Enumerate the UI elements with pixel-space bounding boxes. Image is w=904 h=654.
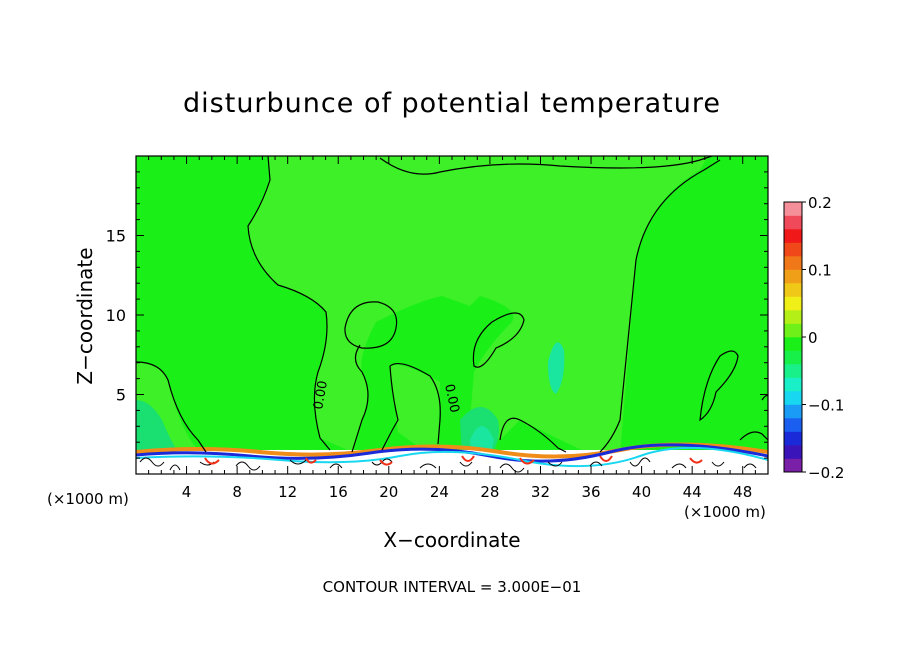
contour-line	[499, 417, 567, 453]
surface-layer-top	[136, 446, 768, 468]
x-tick-label: 4	[182, 483, 192, 501]
x-tick-label: 20	[379, 483, 398, 501]
colorbar-swatch	[784, 458, 802, 473]
surface-eddies	[139, 457, 757, 473]
colorbar-swatch	[784, 418, 802, 432]
colorbar-swatch	[784, 269, 802, 284]
x-tick-label: 48	[733, 483, 752, 501]
positive-region	[390, 364, 440, 448]
contour-line	[472, 312, 525, 368]
contour-label: 0.00	[441, 383, 462, 414]
chart-title: disturbunce of potential temperature	[183, 88, 721, 119]
contour-line	[351, 344, 369, 453]
contour-line	[739, 431, 768, 441]
colorbar-swatch	[784, 431, 802, 446]
x-tick-label: 8	[232, 483, 242, 501]
colorbar-swatch	[784, 404, 802, 419]
footer-contour-interval: CONTOUR INTERVAL = 3.000E−01	[323, 578, 582, 596]
contour-line	[599, 159, 721, 453]
colorbar-label: 0.2	[808, 194, 832, 212]
y-tick-label: 15	[106, 227, 126, 246]
y-tick-label: 5	[116, 386, 126, 405]
contour-line	[379, 156, 713, 175]
contour-line	[136, 361, 207, 453]
x-tick-label: 40	[632, 483, 651, 501]
colorbar-swatch	[784, 364, 802, 378]
x-axis: 4 8 12 16 20 24 28 32 36 40 44 48	[148, 156, 756, 501]
surface-layer-top	[136, 443, 768, 463]
x-tick-label: 28	[480, 483, 499, 501]
colorbar-swatch	[784, 242, 802, 257]
contour-line	[344, 301, 398, 349]
x-tick-label: 24	[430, 483, 449, 501]
colorbar-label: −0.1	[808, 397, 844, 415]
colorbar: 0.2 0.1 0 −0.1 −0.2	[783, 194, 844, 482]
contour-line	[247, 156, 331, 451]
colorbar-swatch	[784, 445, 802, 459]
x-axis-label: X−coordinate	[383, 528, 520, 552]
x-tick-label: 44	[683, 483, 702, 501]
y-tick-label: 10	[106, 306, 126, 325]
colorbar-swatch	[784, 283, 802, 297]
negative-patch	[548, 342, 565, 394]
colorbar-swatch	[784, 337, 802, 351]
contour-line	[381, 365, 399, 451]
y-axis-label: Z−coordinate	[73, 247, 97, 384]
colorbar-label: 0	[808, 329, 818, 347]
colorbar-swatch	[784, 296, 802, 311]
negative-patch	[136, 400, 180, 455]
x-unit-right: (×1000 m)	[684, 503, 766, 521]
colorbar-swatch	[784, 256, 802, 270]
colorbar-swatch	[784, 202, 802, 216]
colorbar-swatch	[784, 229, 802, 243]
colorbar-swatch	[784, 391, 802, 405]
contour-label: 0.00	[311, 380, 331, 411]
colorbar-label: 0.1	[808, 262, 832, 280]
x-tick-label: 12	[278, 483, 297, 501]
x-tick-label: 16	[329, 483, 348, 501]
y-axis: 5 10 15	[106, 171, 768, 459]
positive-region	[248, 156, 708, 455]
x-tick-label: 32	[531, 483, 550, 501]
colorbar-swatch	[784, 310, 802, 324]
x-unit-left: (×1000 m)	[47, 490, 129, 508]
plot-field	[136, 156, 768, 474]
contour-line	[699, 350, 739, 422]
colorbar-swatch	[784, 323, 802, 338]
colorbar-swatch	[784, 215, 802, 230]
contour-line	[389, 363, 441, 445]
x-tick-label: 36	[581, 483, 600, 501]
colorbar-swatch	[784, 350, 802, 365]
colorbar-label: −0.2	[808, 464, 844, 482]
colorbar-swatch	[784, 377, 802, 392]
surface-warm-eddies	[204, 455, 703, 466]
